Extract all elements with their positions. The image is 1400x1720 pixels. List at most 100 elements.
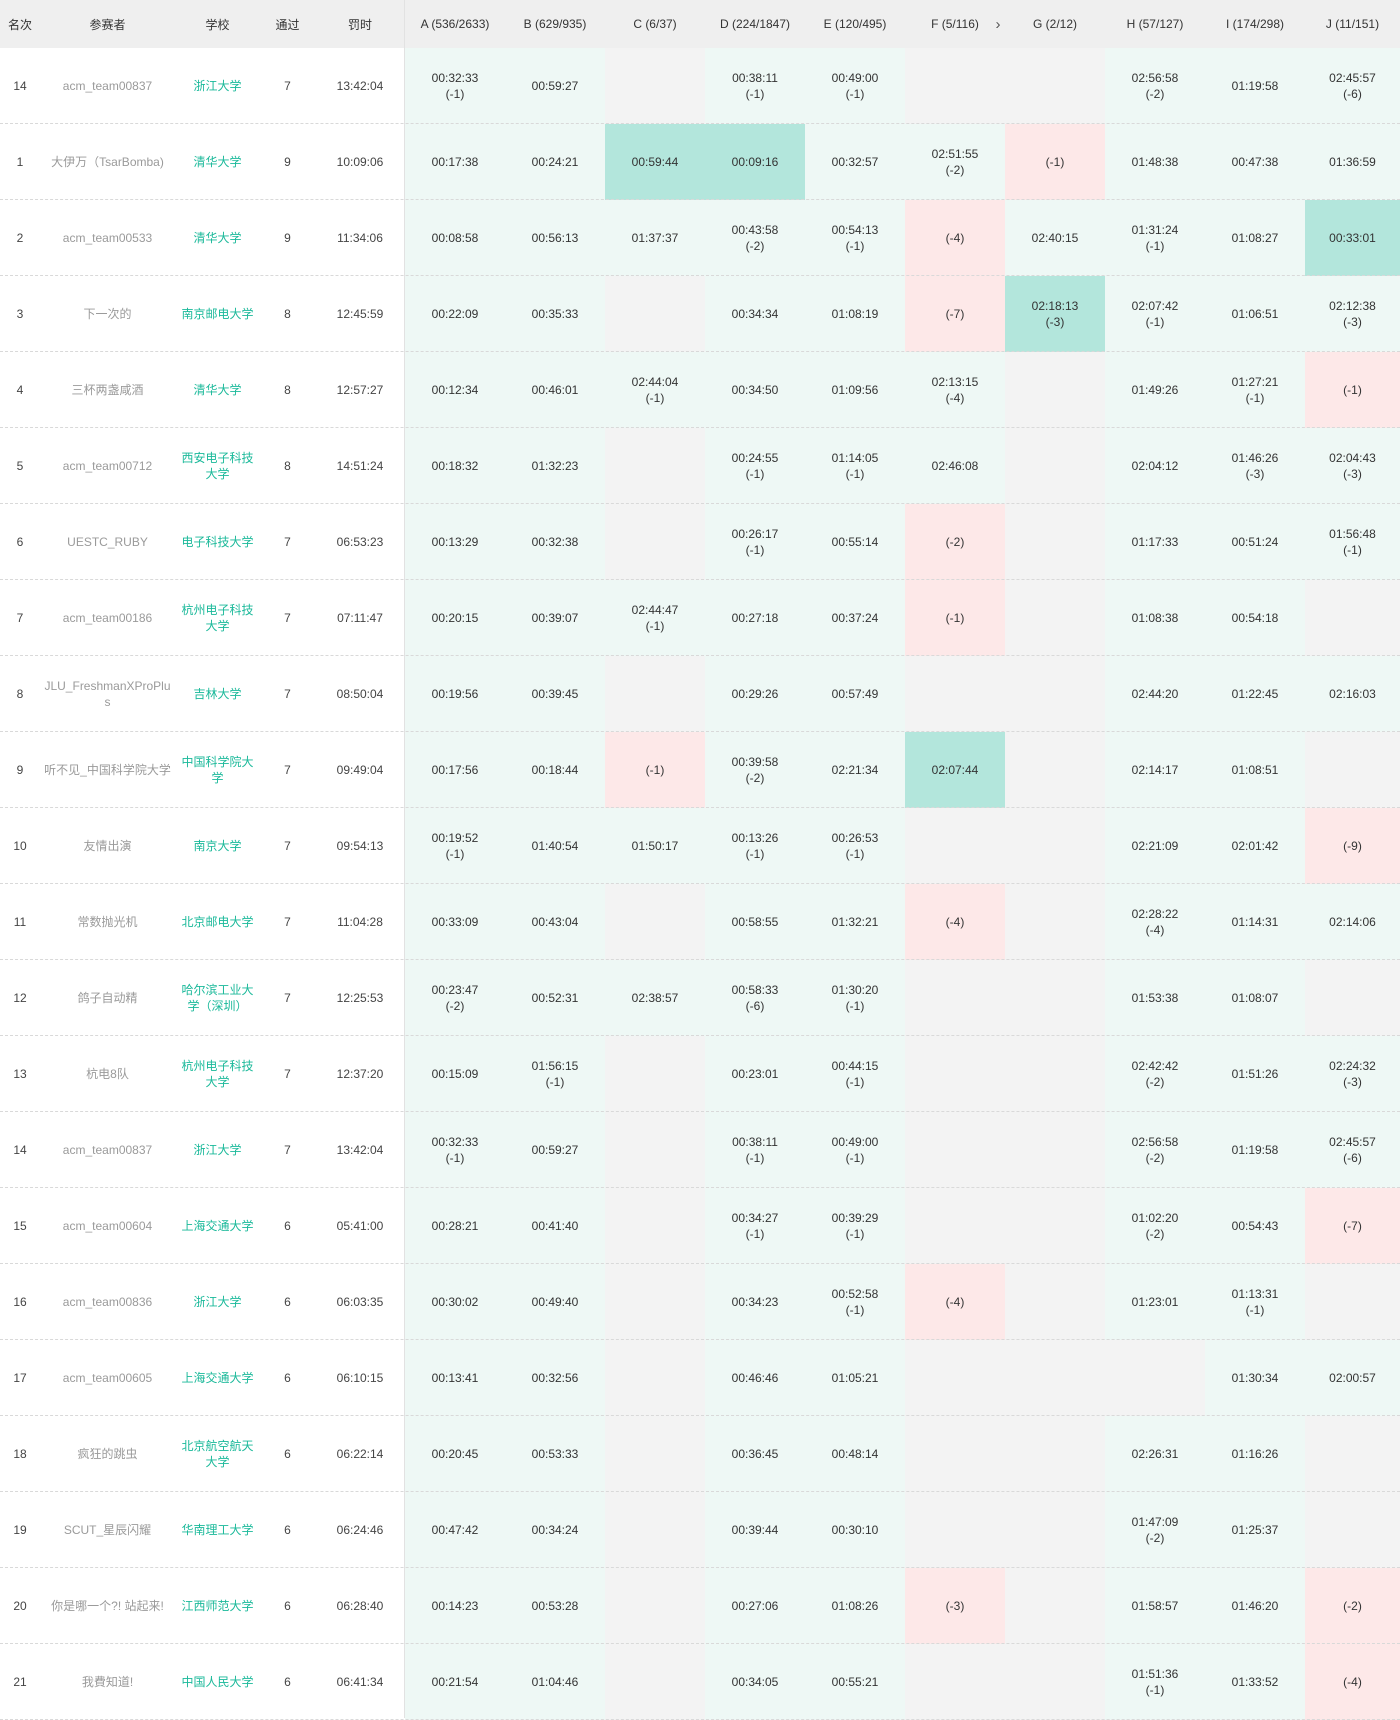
problem-f-cell: 02:13:15 (-4) <box>905 352 1005 428</box>
school-link[interactable]: 杭州电子科技大学 <box>175 1036 260 1112</box>
attempt-count: (-1) <box>445 847 465 861</box>
header-problem-f[interactable]: F (5/116) <box>905 0 1005 48</box>
submission-time: 00:30:10 <box>831 1523 879 1537</box>
submission-time: 02:24:32 <box>1329 1059 1376 1073</box>
submission-time: 01:40:54 <box>531 839 579 853</box>
submission-time: 02:07:44 <box>931 763 979 777</box>
submission-time: 01:19:58 <box>1231 1143 1279 1157</box>
school-link[interactable]: 电子科技大学 <box>175 504 260 580</box>
school-link[interactable]: 南京邮电大学 <box>175 276 260 352</box>
school-link[interactable]: 江西师范大学 <box>175 1568 260 1644</box>
header-solved: 通过 <box>260 0 315 48</box>
school-link[interactable]: 浙江大学 <box>175 1112 260 1188</box>
submission-time: 01:56:48 <box>1329 527 1376 541</box>
header-problem-j[interactable]: J (11/151) <box>1305 0 1400 48</box>
problem-g-cell <box>1005 428 1105 504</box>
attempt-count: (-3) <box>1045 315 1065 329</box>
problem-a-cell: 00:13:41 <box>405 1340 505 1416</box>
submission-time: 00:27:18 <box>731 611 779 625</box>
row-divider <box>0 1263 1400 1264</box>
header-problem-d[interactable]: D (224/1847) <box>705 0 805 48</box>
row-divider <box>0 1187 1400 1188</box>
attempt-count: (-2) <box>1145 1075 1165 1089</box>
attempt-count: (-6) <box>745 999 765 1013</box>
problem-a-cell: 00:17:38 <box>405 124 505 200</box>
submission-time: 00:44:15 <box>831 1059 879 1073</box>
submission-time: 00:55:21 <box>831 1675 879 1689</box>
problem-c-cell <box>605 504 705 580</box>
school-link[interactable]: 上海交通大学 <box>175 1188 260 1264</box>
solved-count: 7 <box>260 580 315 656</box>
attempt-count: (-2) <box>445 999 465 1013</box>
school-link[interactable]: 浙江大学 <box>175 48 260 124</box>
school-link[interactable]: 哈尔滨工业大学（深圳） <box>175 960 260 1036</box>
submission-time: 00:46:01 <box>531 383 579 397</box>
header-problem-g[interactable]: G (2/12) <box>1005 0 1105 48</box>
problem-b-cell: 00:35:33 <box>505 276 605 352</box>
attempt-count: (-1) <box>745 87 765 101</box>
problem-b-cell: 00:49:40 <box>505 1264 605 1340</box>
problem-e-cell: 01:08:19 <box>805 276 905 352</box>
submission-time: 00:47:42 <box>431 1523 479 1537</box>
rank-cell: 6 <box>0 504 40 580</box>
submission-time: 00:52:31 <box>531 991 579 1005</box>
header-problem-a[interactable]: A (536/2633) <box>405 0 505 48</box>
submission-time: (-7) <box>1343 1219 1362 1233</box>
problem-h-cell: 01:17:33 <box>1105 504 1205 580</box>
header-problem-c[interactable]: C (6/37) <box>605 0 705 48</box>
header-problem-h[interactable]: H (57/127) <box>1105 0 1205 48</box>
problem-d-cell: 00:13:26 (-1) <box>705 808 805 884</box>
problem-d-cell: 00:27:18 <box>705 580 805 656</box>
rank-cell: 1 <box>0 124 40 200</box>
problem-e-cell: 02:21:34 <box>805 732 905 808</box>
problem-a-cell: 00:32:33 (-1) <box>405 48 505 124</box>
submission-time: 02:45:57 <box>1329 1135 1376 1149</box>
school-link[interactable]: 浙江大学 <box>175 1264 260 1340</box>
submission-time: 02:16:03 <box>1329 687 1376 701</box>
submission-time: 00:56:13 <box>531 231 579 245</box>
school-link[interactable]: 杭州电子科技大学 <box>175 580 260 656</box>
problem-j-cell: (-9) <box>1305 808 1400 884</box>
problem-j-cell: (-2) <box>1305 1568 1400 1644</box>
problem-c-cell <box>605 428 705 504</box>
school-link[interactable]: 上海交通大学 <box>175 1340 260 1416</box>
submission-time: 00:08:58 <box>431 231 479 245</box>
header-problem-e[interactable]: E (120/495) <box>805 0 905 48</box>
submission-time: 01:23:01 <box>1131 1295 1179 1309</box>
problem-h-cell: 01:51:36 (-1) <box>1105 1644 1205 1720</box>
problem-f-cell <box>905 1112 1005 1188</box>
school-link[interactable]: 北京航空航天大学 <box>175 1416 260 1492</box>
school-link[interactable]: 南京大学 <box>175 808 260 884</box>
school-link[interactable]: 中国科学院大学 <box>175 732 260 808</box>
school-link[interactable]: 清华大学 <box>175 200 260 276</box>
submission-time: 00:15:09 <box>431 1067 479 1081</box>
submission-time: 01:05:21 <box>831 1371 879 1385</box>
problem-i-cell: 00:54:43 <box>1205 1188 1305 1264</box>
submission-time: 01:08:51 <box>1231 763 1279 777</box>
school-link[interactable]: 西安电子科技大学 <box>175 428 260 504</box>
participant-name: SCUT_星辰闪耀 <box>40 1492 175 1568</box>
school-link[interactable]: 清华大学 <box>175 352 260 428</box>
solved-count: 7 <box>260 1112 315 1188</box>
submission-time: 00:59:27 <box>531 79 579 93</box>
school-link[interactable]: 清华大学 <box>175 124 260 200</box>
problem-i-cell: 01:51:26 <box>1205 1036 1305 1112</box>
solved-count: 7 <box>260 960 315 1036</box>
header-problem-i[interactable]: I (174/298) <box>1205 0 1305 48</box>
school-link[interactable]: 北京邮电大学 <box>175 884 260 960</box>
problem-f-cell <box>905 1340 1005 1416</box>
submission-time: 00:19:52 <box>431 831 479 845</box>
participant-name: acm_team00605 <box>40 1340 175 1416</box>
chevron-right-icon[interactable]: › <box>995 15 1001 33</box>
problem-i-cell: 01:06:51 <box>1205 276 1305 352</box>
problem-f-cell: (-4) <box>905 884 1005 960</box>
header-problem-b[interactable]: B (629/935) <box>505 0 605 48</box>
row-divider <box>0 959 1400 960</box>
school-link[interactable]: 华南理工大学 <box>175 1492 260 1568</box>
school-link[interactable]: 吉林大学 <box>175 656 260 732</box>
problem-e-cell: 00:55:14 <box>805 504 905 580</box>
school-link[interactable]: 中国人民大学 <box>175 1644 260 1720</box>
penalty-time: 05:41:00 <box>315 1188 405 1264</box>
problem-b-cell: 00:32:38 <box>505 504 605 580</box>
submission-time: (-4) <box>1343 1675 1362 1689</box>
